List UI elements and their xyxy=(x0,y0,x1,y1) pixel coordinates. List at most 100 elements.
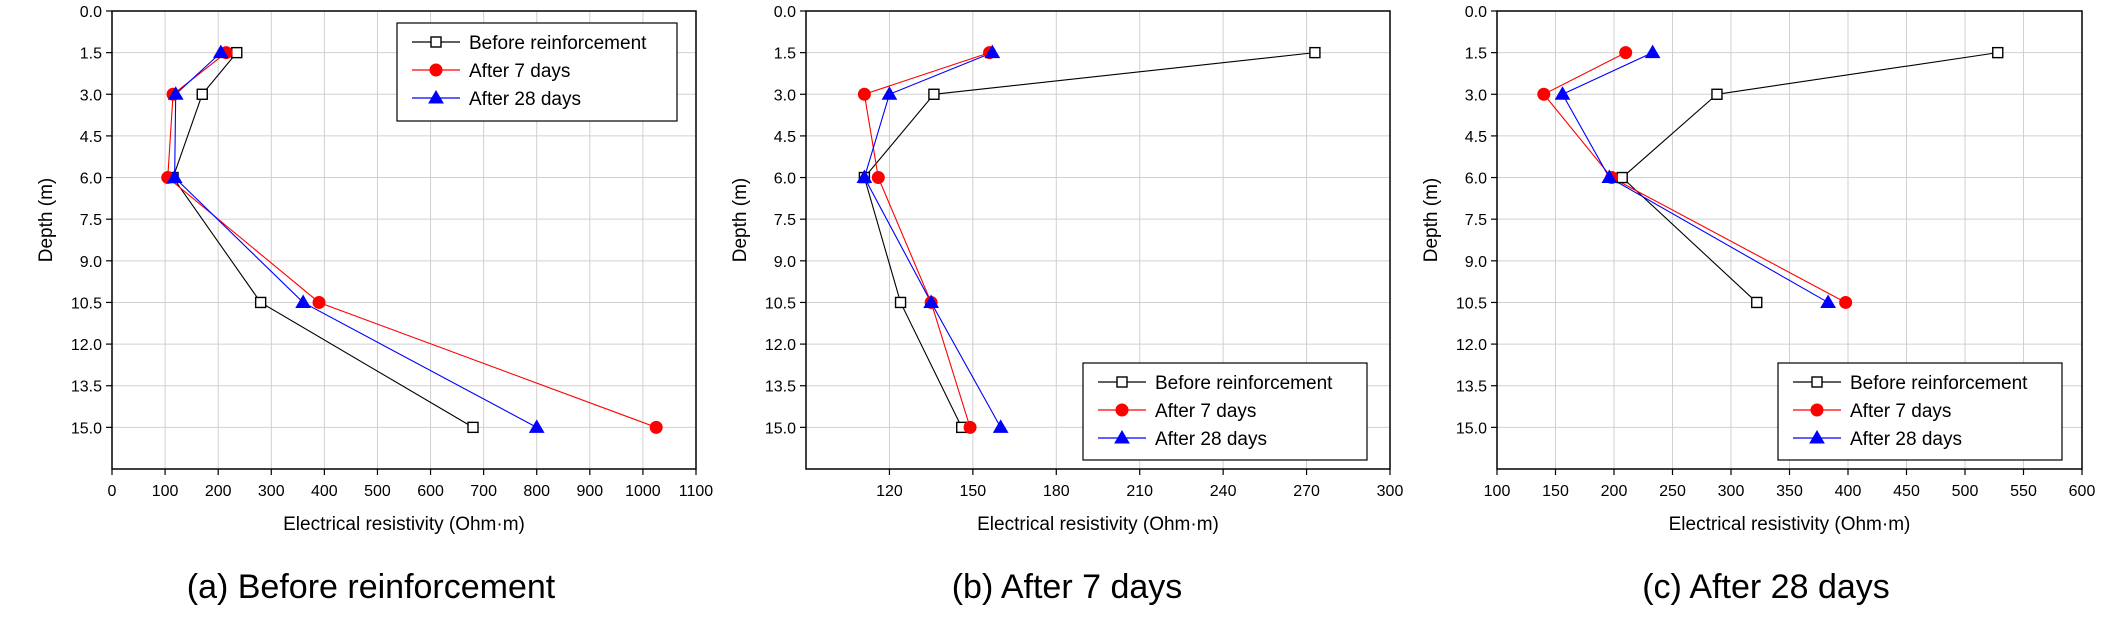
data-point-series-1 xyxy=(1711,88,1723,100)
legend-marker xyxy=(1114,430,1130,444)
panel-caption: (c) After 28 days xyxy=(1642,568,1890,606)
x-tick-label: 250 xyxy=(1659,483,1686,500)
x-tick-label: 300 xyxy=(258,483,285,500)
y-tick-label: 7.5 xyxy=(774,212,796,229)
y-tick-label: 0.0 xyxy=(1465,4,1487,21)
y-tick-label: 3.0 xyxy=(80,87,102,104)
y-tick-label: 9.0 xyxy=(80,254,102,271)
chart-panel-1: 0 100 200 300 400 500 600 700 800 900 1000 1100 0.0 1… xyxy=(36,4,713,606)
legend-box xyxy=(1777,362,2063,461)
data-point-series-3 xyxy=(984,44,1001,59)
legend-marker xyxy=(428,90,444,104)
chart-panel-3: 100 150 200 250 300 350 400 450 500 550 600 0.0 1.5 3… xyxy=(1421,4,2095,606)
y-tick-label: 12.0 xyxy=(765,337,796,354)
x-tick-label: 240 xyxy=(1210,483,1237,500)
chart-panel-2: 120 150 180 210 240 270 300 0.0 1.5 3.0 4.5 6.0 7.5 9… xyxy=(730,4,1403,606)
y-tick-label: 15.0 xyxy=(765,420,796,437)
data-point-series-3 xyxy=(1644,44,1661,59)
x-tick-label: 450 xyxy=(1893,483,1920,500)
x-tick-label: 1000 xyxy=(625,483,661,500)
legend-marker xyxy=(429,63,443,77)
legend-marker xyxy=(1115,403,1129,417)
y-tick-label: 1.5 xyxy=(774,46,796,63)
x-axis-label: Electrical resistivity (Ohm·m) xyxy=(977,514,1219,535)
legend-marker xyxy=(430,36,442,48)
legend-label: After 7 days xyxy=(1850,401,1951,422)
x-tick-label: 900 xyxy=(576,483,603,500)
x-tick-label: 1100 xyxy=(679,483,714,500)
data-point-series-3 xyxy=(992,419,1009,433)
data-point-series-1 xyxy=(1309,46,1321,59)
y-tick-label: 9.0 xyxy=(1465,254,1487,271)
x-tick-label: 800 xyxy=(523,483,550,500)
data-point-series-2 xyxy=(871,171,885,185)
data-point-series-1 xyxy=(467,421,479,434)
data-point-series-1 xyxy=(894,296,907,309)
y-tick-label: 6.0 xyxy=(1465,171,1487,188)
series-line-1 xyxy=(1621,52,1998,303)
y-tick-label: 9.0 xyxy=(774,254,796,271)
x-tick-label: 350 xyxy=(1776,483,1803,500)
series-line-3 xyxy=(1561,52,1829,303)
data-point-series-2 xyxy=(1537,87,1551,101)
data-point-series-2 xyxy=(1619,46,1633,60)
data-point-series-1 xyxy=(254,296,267,309)
legend-label: After 7 days xyxy=(1155,401,1256,422)
y-tick-label: 13.5 xyxy=(765,379,796,396)
y-tick-label: 3.0 xyxy=(774,87,796,104)
data-point-series-3 xyxy=(881,86,898,100)
legend-marker xyxy=(1809,430,1825,444)
legend: Before reinforcement After 7 days After 28… xyxy=(1082,362,1368,461)
y-tick-label: 10.5 xyxy=(765,295,796,312)
data-point-series-1 xyxy=(1616,171,1628,184)
x-tick-label: 120 xyxy=(876,483,903,500)
x-tick-label: 150 xyxy=(960,483,987,500)
data-point-series-2 xyxy=(963,420,977,434)
data-point-series-3 xyxy=(1820,294,1836,308)
y-tick-label: 4.5 xyxy=(80,129,102,146)
x-tick-label: 400 xyxy=(311,483,338,500)
y-axis-label: Depth (m) xyxy=(730,178,751,262)
data-point-series-3 xyxy=(295,294,311,308)
x-tick-label: 700 xyxy=(470,483,497,500)
legend-box xyxy=(396,22,678,122)
x-tick-label: 300 xyxy=(1718,483,1745,500)
y-tick-label: 4.5 xyxy=(774,129,796,146)
x-tick-label: 550 xyxy=(2010,483,2037,500)
x-tick-label: 100 xyxy=(152,483,179,500)
legend-label: After 28 days xyxy=(1850,429,1962,450)
x-tick-label: 270 xyxy=(1293,483,1320,500)
x-tick-label: 600 xyxy=(417,483,444,500)
legend-label: After 7 days xyxy=(469,61,570,82)
legend-marker xyxy=(1116,376,1128,388)
y-tick-label: 13.5 xyxy=(1456,379,1487,396)
data-point-series-3 xyxy=(923,294,940,308)
y-tick-label: 0.0 xyxy=(80,4,102,21)
data-point-series-3 xyxy=(1554,86,1571,100)
legend-label: Before reinforcement xyxy=(1850,373,2028,394)
panel-caption: (b) After 7 days xyxy=(952,568,1183,606)
y-tick-label: 13.5 xyxy=(71,379,102,396)
legend-label: After 28 days xyxy=(1155,429,1267,450)
y-tick-label: 10.5 xyxy=(1456,295,1487,312)
legend: Before reinforcement After 7 days After 28… xyxy=(1777,362,2063,461)
data-point-series-3 xyxy=(166,169,183,184)
x-tick-label: 180 xyxy=(1043,483,1070,500)
y-tick-label: 7.5 xyxy=(80,212,102,229)
y-tick-label: 15.0 xyxy=(71,420,102,437)
y-tick-label: 6.0 xyxy=(80,171,102,188)
legend-marker xyxy=(1810,403,1824,417)
data-point-series-1 xyxy=(928,88,940,100)
x-tick-label: 600 xyxy=(2069,483,2096,500)
x-tick-label: 500 xyxy=(1952,483,1979,500)
legend-label: Before reinforcement xyxy=(1155,373,1333,394)
x-tick-label: 300 xyxy=(1377,483,1404,500)
data-point-series-3 xyxy=(856,169,873,184)
y-tick-label: 1.5 xyxy=(1465,46,1487,63)
data-point-series-2 xyxy=(857,87,871,101)
y-tick-label: 1.5 xyxy=(80,46,102,63)
data-point-series-1 xyxy=(196,88,208,100)
legend-box xyxy=(1082,362,1368,461)
legend-marker xyxy=(1811,376,1823,388)
